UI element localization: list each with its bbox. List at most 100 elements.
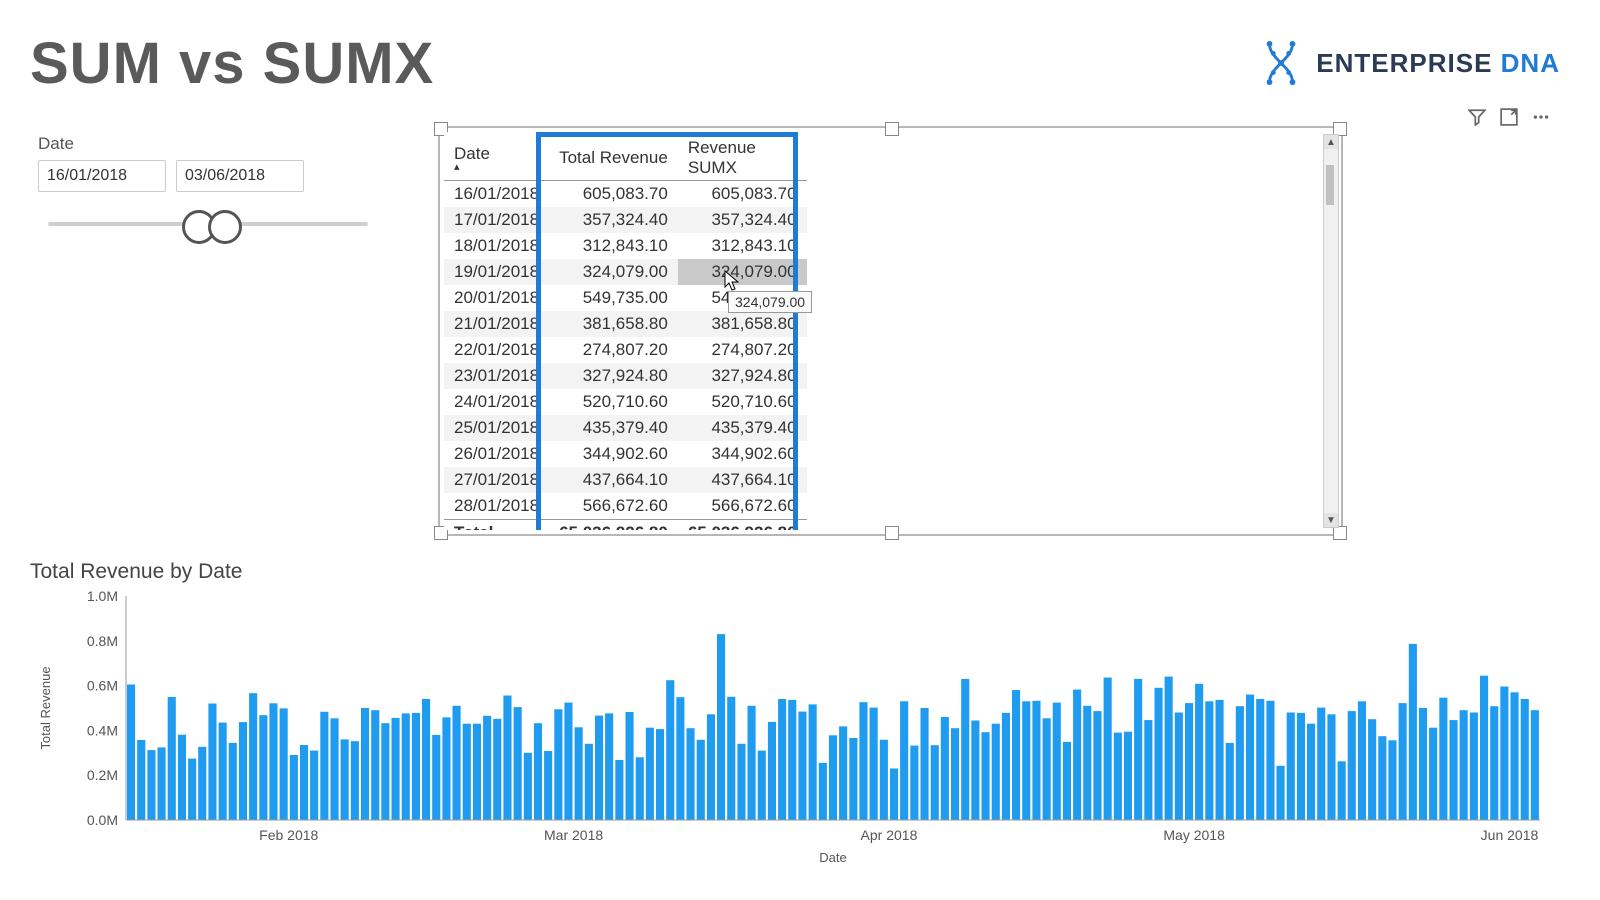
- table-row[interactable]: 18/01/2018312,843.10312,843.10: [444, 233, 807, 259]
- table-cell[interactable]: 22/01/2018: [444, 337, 549, 363]
- chart-bar[interactable]: [1114, 733, 1122, 820]
- chart-bar[interactable]: [483, 716, 491, 820]
- slicer-end-date[interactable]: [176, 160, 304, 192]
- chart-bar[interactable]: [636, 757, 644, 820]
- filter-icon[interactable]: [1468, 108, 1486, 131]
- chart-bar[interactable]: [676, 697, 684, 820]
- chart-bar[interactable]: [1073, 690, 1081, 820]
- chart-bar[interactable]: [1205, 701, 1213, 820]
- chart-bar[interactable]: [921, 708, 929, 820]
- table-cell[interactable]: 357,324.40: [549, 207, 678, 233]
- chart-bar[interactable]: [1053, 703, 1061, 820]
- chart-bar[interactable]: [1032, 701, 1040, 820]
- chart-bar[interactable]: [717, 634, 725, 820]
- chart-bar[interactable]: [1531, 710, 1539, 820]
- chart-bar[interactable]: [453, 706, 461, 820]
- table-cell[interactable]: 327,924.80: [549, 363, 678, 389]
- column-header[interactable]: Date: [444, 132, 549, 181]
- chart-bar[interactable]: [1063, 742, 1071, 820]
- chart-bar[interactable]: [493, 719, 501, 820]
- chart-bar[interactable]: [1226, 743, 1234, 820]
- chart-bar[interactable]: [992, 724, 1000, 820]
- chart-bar[interactable]: [1348, 711, 1356, 820]
- chart-bar[interactable]: [412, 713, 420, 820]
- chart-bar[interactable]: [1093, 711, 1101, 820]
- table-row[interactable]: 19/01/2018324,079.00324,079.00: [444, 259, 807, 285]
- chart-bar[interactable]: [1439, 698, 1447, 820]
- table-cell[interactable]: 324,079.00: [549, 259, 678, 285]
- table-cell[interactable]: 435,379.40: [549, 415, 678, 441]
- chart-bar[interactable]: [748, 706, 756, 820]
- table-row[interactable]: 26/01/2018344,902.60344,902.60: [444, 441, 807, 467]
- table-cell[interactable]: 344,902.60: [549, 441, 678, 467]
- table-cell[interactable]: 274,807.20: [549, 337, 678, 363]
- chart-bar[interactable]: [1358, 701, 1366, 820]
- scroll-down-icon[interactable]: ▼: [1324, 513, 1338, 527]
- chart-bar[interactable]: [208, 704, 216, 821]
- table-cell[interactable]: 437,664.10: [549, 467, 678, 493]
- chart-bar[interactable]: [168, 697, 176, 820]
- chart-bar[interactable]: [1307, 724, 1315, 820]
- chart-bar[interactable]: [1216, 700, 1224, 820]
- chart-bar[interactable]: [585, 744, 593, 820]
- chart-bar[interactable]: [1287, 713, 1295, 821]
- chart-bar[interactable]: [798, 712, 806, 820]
- chart-bar[interactable]: [1419, 708, 1427, 820]
- chart-bar[interactable]: [392, 718, 400, 820]
- slicer-start-date[interactable]: [38, 160, 166, 192]
- chart-bar[interactable]: [178, 735, 186, 820]
- chart-bar[interactable]: [473, 724, 481, 820]
- chart-bar[interactable]: [564, 703, 572, 820]
- chart-bar[interactable]: [1104, 678, 1112, 821]
- data-table[interactable]: DateTotal RevenueRevenue SUMX16/01/20186…: [444, 132, 807, 530]
- chart-bar[interactable]: [432, 735, 440, 820]
- table-cell[interactable]: 566,672.60: [678, 493, 807, 520]
- chart-bar[interactable]: [951, 728, 959, 820]
- chart-bar[interactable]: [961, 679, 969, 820]
- table-row[interactable]: 25/01/2018435,379.40435,379.40: [444, 415, 807, 441]
- chart-bar[interactable]: [656, 729, 664, 820]
- chart-bar[interactable]: [1378, 736, 1386, 820]
- chart-bar[interactable]: [1256, 699, 1264, 820]
- chart-bar[interactable]: [1124, 732, 1132, 820]
- table-cell[interactable]: 381,658.80: [549, 311, 678, 337]
- chart-bar[interactable]: [1012, 690, 1020, 820]
- table-cell[interactable]: 357,324.40: [678, 207, 807, 233]
- chart-bar[interactable]: [727, 697, 735, 820]
- chart-bar[interactable]: [1338, 761, 1346, 820]
- chart-bar[interactable]: [982, 732, 990, 820]
- chart-bar[interactable]: [1175, 713, 1183, 821]
- table-cell[interactable]: 27/01/2018: [444, 467, 549, 493]
- chart-bar[interactable]: [1195, 684, 1203, 820]
- chart-bar[interactable]: [666, 680, 674, 820]
- table-row[interactable]: 16/01/2018605,083.70605,083.70: [444, 181, 807, 208]
- chart-bar[interactable]: [147, 750, 155, 820]
- chart-bar[interactable]: [1297, 713, 1305, 820]
- chart-bar[interactable]: [259, 715, 267, 820]
- chart-bar[interactable]: [890, 769, 898, 821]
- chart-bar[interactable]: [1450, 720, 1458, 820]
- chart-bar[interactable]: [239, 722, 247, 820]
- chart-bar[interactable]: [1368, 719, 1376, 820]
- table-cell[interactable]: 435,379.40: [678, 415, 807, 441]
- chart-bar[interactable]: [1409, 644, 1417, 820]
- table-row[interactable]: 23/01/2018327,924.80327,924.80: [444, 363, 807, 389]
- table-cell[interactable]: 344,902.60: [678, 441, 807, 467]
- chart-bar[interactable]: [737, 744, 745, 820]
- chart-bar[interactable]: [900, 701, 908, 820]
- table-row[interactable]: 17/01/2018357,324.40357,324.40: [444, 207, 807, 233]
- table-cell[interactable]: 18/01/2018: [444, 233, 549, 259]
- chart-bar[interactable]: [1277, 766, 1285, 820]
- chart-bar[interactable]: [1429, 728, 1437, 820]
- chart-bar[interactable]: [849, 738, 857, 820]
- chart-bar[interactable]: [422, 699, 430, 820]
- chart-bar[interactable]: [442, 717, 450, 820]
- table-row[interactable]: 22/01/2018274,807.20274,807.20: [444, 337, 807, 363]
- table-row[interactable]: 28/01/2018566,672.60566,672.60: [444, 493, 807, 520]
- table-cell[interactable]: 520,710.60: [549, 389, 678, 415]
- slicer-track[interactable]: [48, 222, 368, 226]
- table-scrollbar[interactable]: ▲ ▼: [1323, 134, 1339, 528]
- table-cell[interactable]: 20/01/2018: [444, 285, 549, 311]
- table-cell[interactable]: 26/01/2018: [444, 441, 549, 467]
- chart-bar[interactable]: [1470, 713, 1478, 821]
